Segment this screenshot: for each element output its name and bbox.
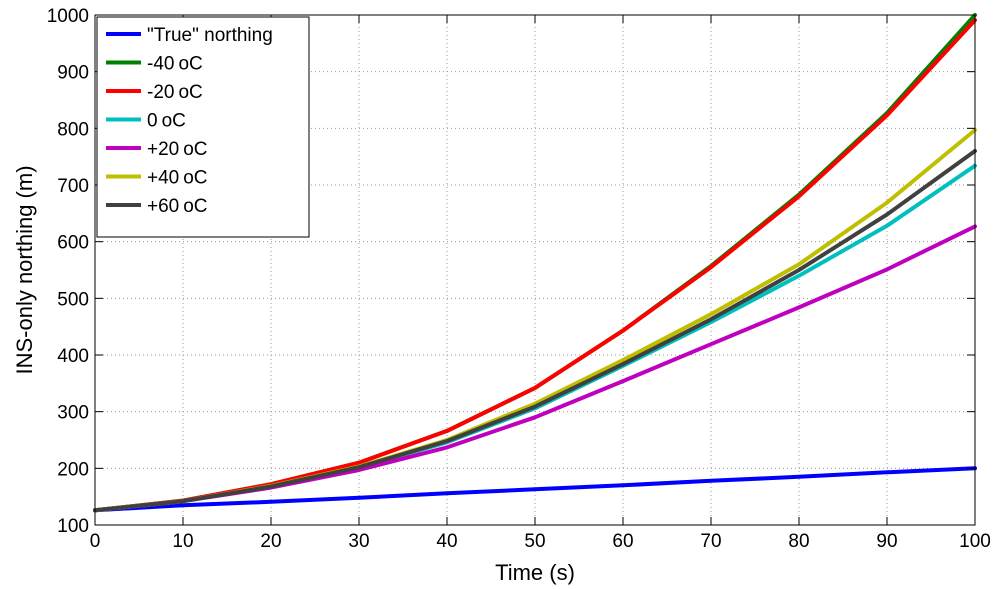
legend-unit: oC: [183, 168, 207, 189]
y-tick-label: 500: [57, 289, 89, 310]
legend-label: -20 oC: [147, 82, 203, 103]
x-tick-label: 70: [700, 531, 721, 552]
grid: [95, 15, 975, 525]
x-axis-label: Time (s): [495, 560, 575, 585]
x-axis: 0 10 20 30 40 50 60 70 80 90 100: [90, 15, 991, 552]
x-tick-label: 50: [524, 531, 545, 552]
series-line: [93, 149, 977, 513]
legend-unit: oC: [162, 111, 186, 132]
y-tick-label: 400: [57, 346, 89, 367]
y-tick-label: 900: [57, 63, 89, 84]
legend-unit: oC: [183, 196, 207, 217]
legend-label: +20 oC: [147, 139, 208, 160]
legend-label: 0 oC: [147, 111, 186, 132]
y-tick-label: 300: [57, 403, 89, 424]
y-tick-label: 700: [57, 176, 89, 197]
legend-label: "True" northing: [147, 25, 273, 46]
legend-name: -40: [147, 54, 174, 75]
legend-name: -20: [147, 82, 174, 103]
legend-name: +20: [147, 139, 179, 160]
x-tick-label: 80: [788, 531, 809, 552]
legend-label: -40 oC: [147, 54, 203, 75]
legend-unit: oC: [178, 54, 202, 75]
legend-name: 0: [147, 111, 158, 132]
x-tick-label: 0: [90, 531, 101, 552]
x-tick-label: 10: [172, 531, 193, 552]
x-tick-label: 90: [876, 531, 897, 552]
y-tick-label: 1000: [47, 6, 89, 27]
y-axis-label: INS-only northing (m): [12, 165, 37, 374]
legend-unit: oC: [178, 82, 202, 103]
x-tick-label: 40: [436, 531, 457, 552]
x-tick-label: 100: [959, 531, 991, 552]
series-line: [93, 466, 977, 513]
y-tick-label: 800: [57, 119, 89, 140]
y-tick-label: 200: [57, 459, 89, 480]
y-tick-label: 600: [57, 233, 89, 254]
series-layer: [93, 13, 977, 513]
y-axis: 100 200 300 400 500 600 700 800 900 1000: [47, 6, 975, 537]
legend-label: +60 oC: [147, 196, 208, 217]
y-tick-label: 100: [57, 516, 89, 537]
legend-box: [96, 16, 310, 238]
legend-label: +40 oC: [147, 168, 208, 189]
legend-name: "True" northing: [147, 25, 273, 46]
legend-unit: oC: [183, 139, 207, 160]
x-tick-label: 60: [612, 531, 633, 552]
legend-name: +40: [147, 168, 179, 189]
x-tick-label: 20: [260, 531, 281, 552]
x-tick-label: 30: [348, 531, 369, 552]
legend-name: +60: [147, 196, 179, 217]
legend: "True" northing-40 oC-20 oC 0 oC+20 oC+40 oC+…: [96, 16, 310, 238]
